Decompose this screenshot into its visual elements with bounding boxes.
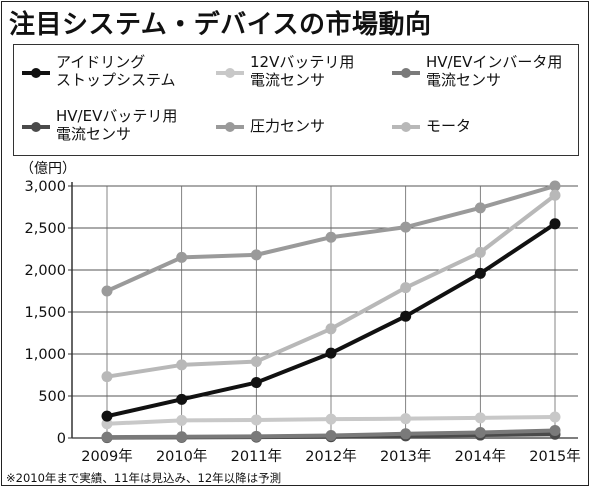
data-point xyxy=(549,218,561,230)
y-tick-label: 1,000 xyxy=(24,347,66,363)
data-point xyxy=(101,285,113,297)
data-point xyxy=(250,356,262,368)
legend-swatch-pressure-sensor xyxy=(216,122,244,132)
data-point xyxy=(176,393,188,405)
data-point xyxy=(325,429,337,441)
y-tick-label: 0 xyxy=(57,431,66,447)
data-point xyxy=(400,310,412,322)
data-point xyxy=(176,414,188,426)
y-axis-unit-label: （億円） xyxy=(20,161,76,177)
series-1 xyxy=(101,411,561,430)
series-2 xyxy=(101,424,561,443)
data-point xyxy=(474,246,486,258)
legend-label-hv-ev-battery-sensor: HV/EVバッテリ用 電流センサ xyxy=(56,107,178,143)
x-axis-ticks: 2009年 2010年 2011年 2012年 2013年 2014年 2015年 xyxy=(81,448,580,465)
data-point xyxy=(549,189,561,201)
data-point xyxy=(176,359,188,371)
data-point xyxy=(400,282,412,294)
series-5 xyxy=(101,189,561,383)
data-point xyxy=(400,221,412,233)
x-tick-label: 2014年 xyxy=(455,448,506,465)
series-4 xyxy=(101,180,561,297)
legend-swatch-hv-ev-inverter-sensor xyxy=(392,68,420,78)
x-tick-label: 2015年 xyxy=(529,448,580,465)
x-tick-label: 2011年 xyxy=(231,448,282,465)
data-point xyxy=(250,414,262,426)
data-point xyxy=(101,431,113,443)
y-tick-label: 2,000 xyxy=(24,263,66,279)
y-axis-ticks: 0 500 1,000 1,500 2,000 2,500 3,000 xyxy=(24,179,66,447)
data-point xyxy=(325,413,337,425)
legend-label-12v-battery-sensor: 12Vバッテリ用 電流センサ xyxy=(250,53,355,89)
data-point xyxy=(325,323,337,335)
legend-swatch-idling-stop xyxy=(22,68,50,78)
footnote: ※2010年まで実績、11年は見込み、12年以降は予測 xyxy=(6,471,282,485)
data-point xyxy=(101,418,113,430)
y-tick-label: 500 xyxy=(38,389,66,405)
x-tick-label: 2012年 xyxy=(305,448,356,465)
legend-swatch-motor xyxy=(392,122,420,132)
data-point xyxy=(250,377,262,389)
data-point xyxy=(549,424,561,436)
data-point xyxy=(325,347,337,359)
y-tick-label: 3,000 xyxy=(24,179,66,195)
data-point xyxy=(176,251,188,263)
y-tick-label: 1,500 xyxy=(24,305,66,321)
chart-gridlines xyxy=(68,182,578,439)
legend-swatch-12v-battery-sensor xyxy=(216,68,244,78)
data-point xyxy=(400,428,412,440)
legend-label-idling-stop: アイドリング ストップシステム xyxy=(56,53,176,89)
legend: アイドリング ストップシステム 12Vバッテリ用 電流センサ HV/EVインバー… xyxy=(13,44,579,156)
data-point xyxy=(474,412,486,424)
data-point xyxy=(400,413,412,425)
x-tick-label: 2013年 xyxy=(380,448,431,465)
x-tick-label: 2010年 xyxy=(156,448,207,465)
y-tick-label: 2,500 xyxy=(24,221,66,237)
data-point xyxy=(474,427,486,439)
legend-swatch-hv-ev-battery-sensor xyxy=(22,122,50,132)
data-point xyxy=(101,371,113,383)
legend-label-pressure-sensor: 圧力センサ xyxy=(250,117,326,135)
legend-label-motor: モータ xyxy=(426,117,472,135)
series-0 xyxy=(101,218,561,422)
chart-title: 注目システム・デバイスの市場動向 xyxy=(9,10,432,40)
data-point xyxy=(250,430,262,442)
data-point xyxy=(549,180,561,192)
data-point xyxy=(474,267,486,279)
data-point xyxy=(176,431,188,443)
data-point xyxy=(474,202,486,214)
data-point xyxy=(325,231,337,243)
legend-label-hv-ev-inverter-sensor: HV/EVインバータ用 電流センサ xyxy=(426,53,563,89)
x-tick-label: 2009年 xyxy=(81,448,132,465)
data-point xyxy=(250,249,262,261)
data-point xyxy=(549,411,561,423)
chart-series xyxy=(101,180,561,444)
data-point xyxy=(101,410,113,422)
